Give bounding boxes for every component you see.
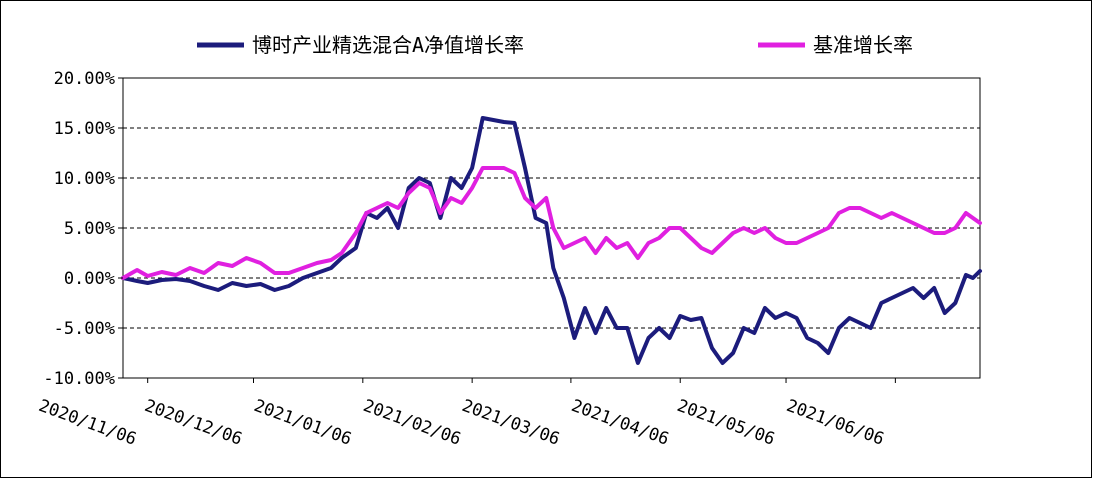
legend: 博时产业精选混合A净值增长率 基准增长率 <box>197 33 913 57</box>
y-tick-label: 15.00% <box>54 119 115 139</box>
y-tick-label: 10.00% <box>54 169 115 189</box>
series-layer <box>121 116 982 365</box>
legend-label-2: 基准增长率 <box>813 33 913 57</box>
y-tick-label: -10.00% <box>43 369 115 389</box>
legend-label-1: 博时产业精选混合A净值增长率 <box>252 33 524 57</box>
x-tick-label: 2020/11/06 <box>36 396 139 450</box>
x-tick-label: 2020/12/06 <box>142 396 245 450</box>
axis-layer: 20.00% 15.00% 10.00% 5.00% 0.00% -5.00% -10.00… <box>36 69 896 450</box>
chart-frame <box>0 0 1092 478</box>
series-line-2 <box>121 166 982 280</box>
x-tick-label: 2021/06/06 <box>784 396 887 450</box>
series-line-1 <box>121 116 982 365</box>
x-tick-label: 2021/05/06 <box>674 396 777 450</box>
y-tick-label: 20.00% <box>54 69 115 89</box>
x-tick-label: 2021/03/06 <box>459 396 562 450</box>
y-tick-label: -5.00% <box>54 319 115 339</box>
y-tick-label: 5.00% <box>64 219 115 239</box>
x-tick-label: 2021/02/06 <box>360 396 463 450</box>
y-tick-label: 0.00% <box>64 269 115 289</box>
x-tick-label: 2021/01/06 <box>251 396 354 450</box>
x-tick-label: 2021/04/06 <box>569 396 672 450</box>
